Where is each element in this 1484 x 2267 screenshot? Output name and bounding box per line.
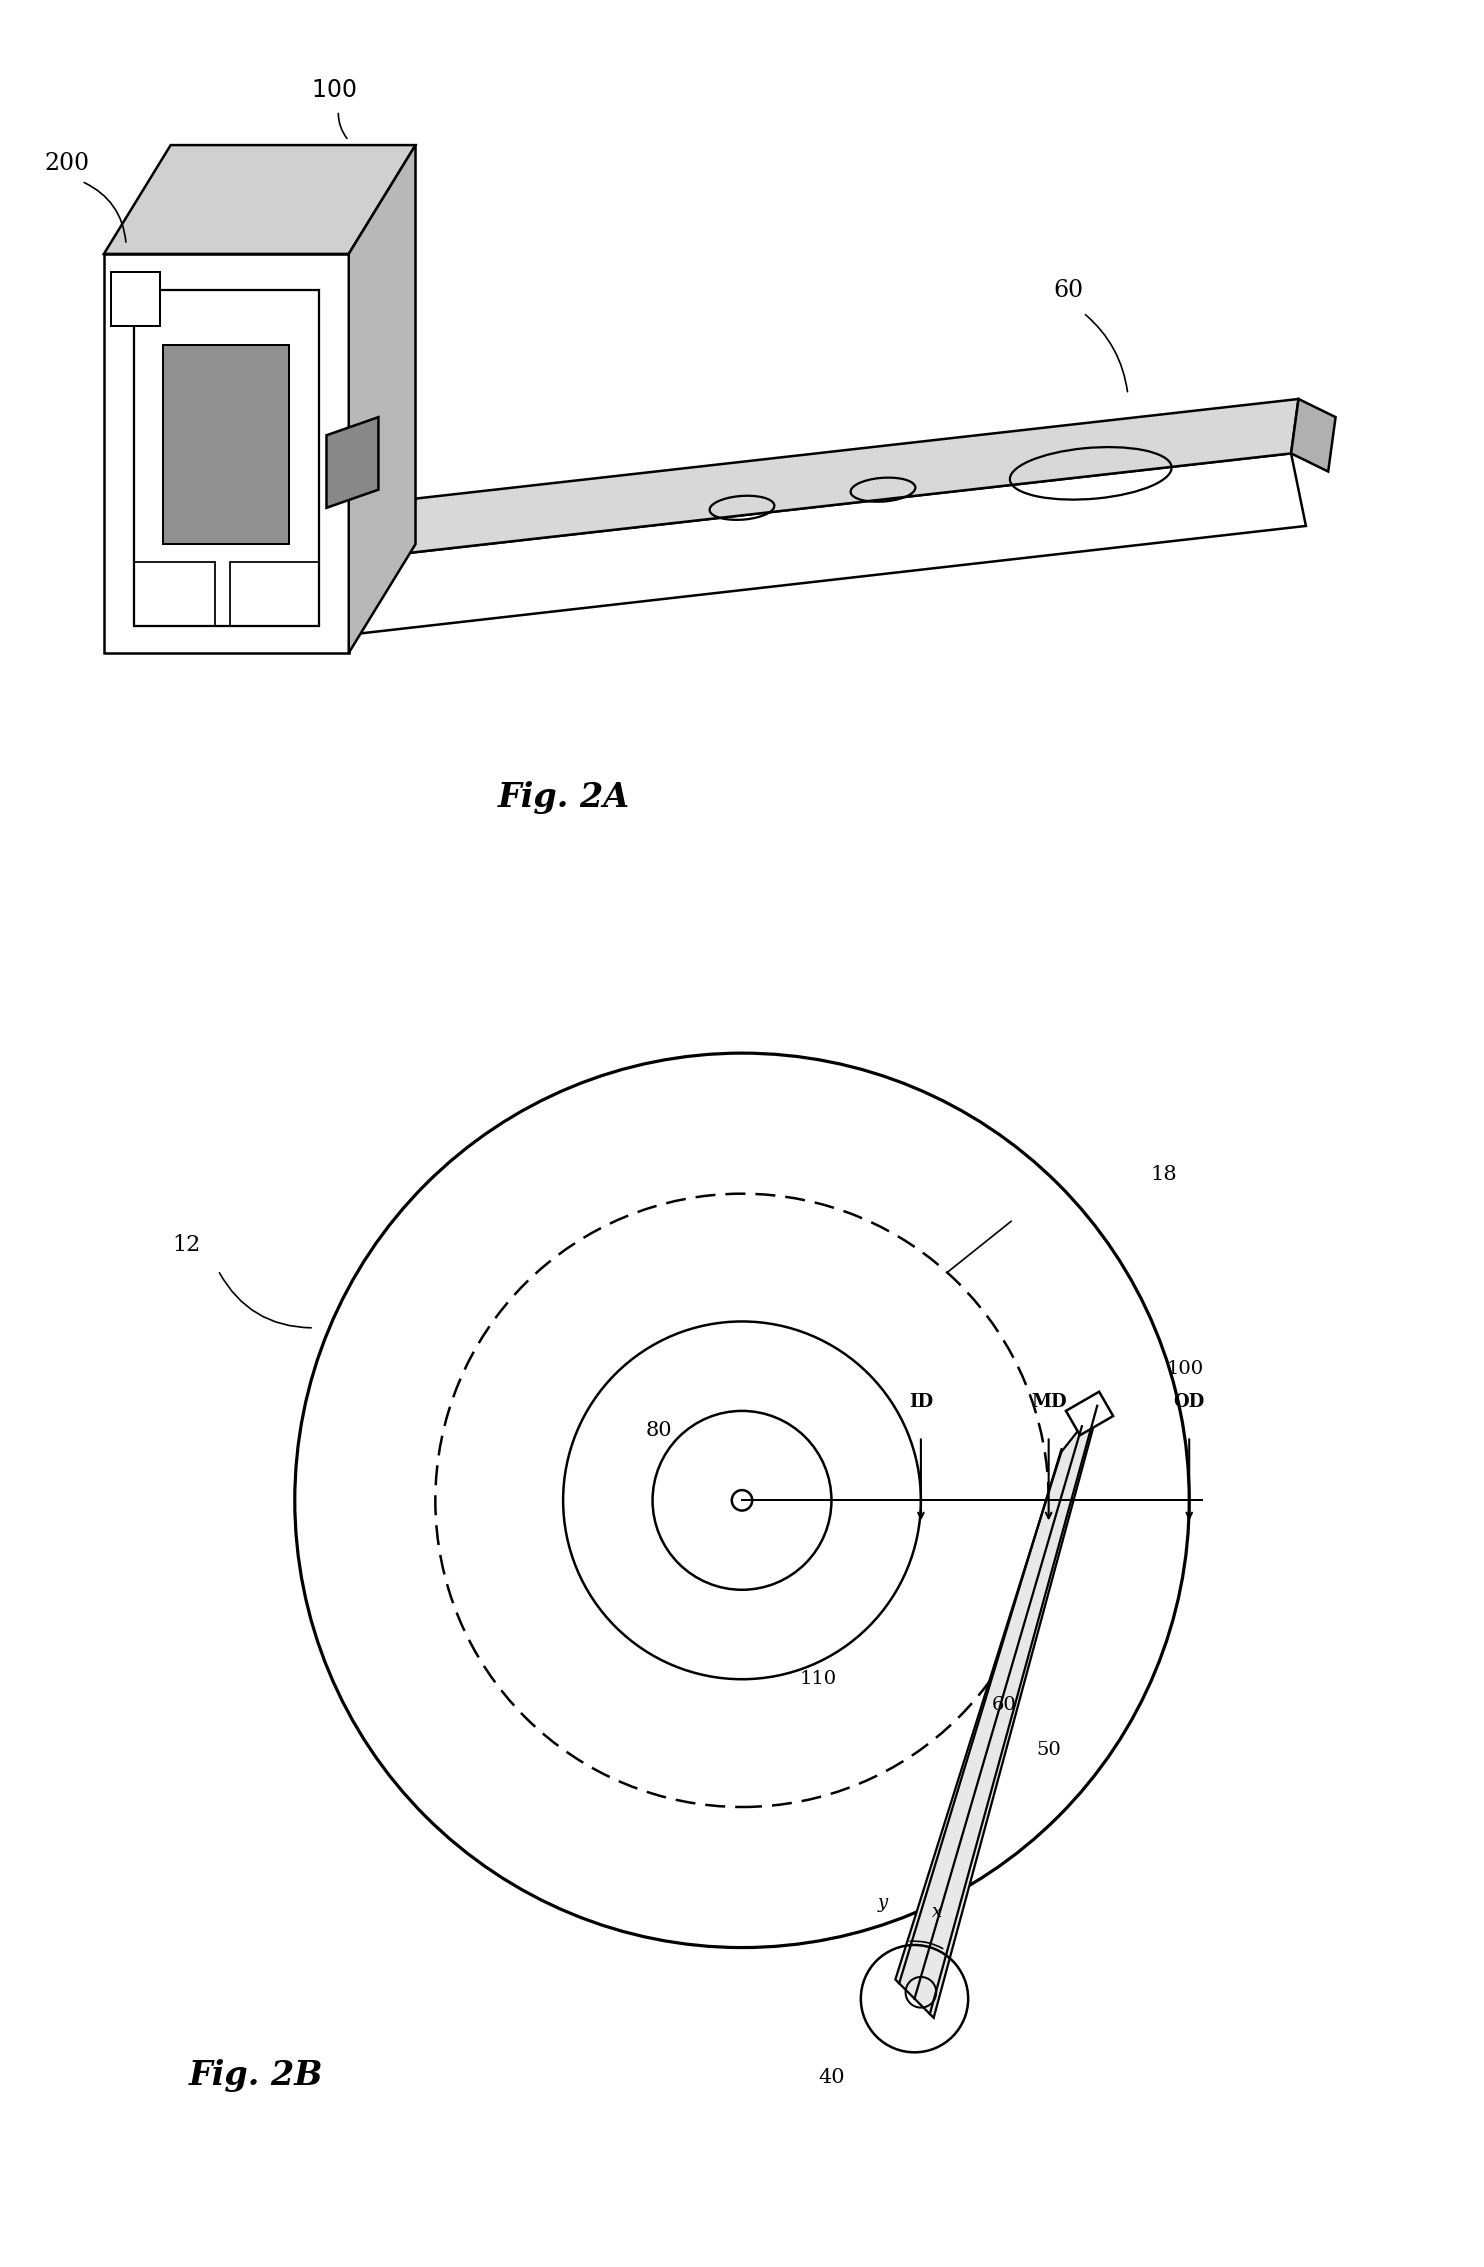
Text: MD: MD [1031,1392,1067,1410]
Polygon shape [104,145,416,254]
Polygon shape [1291,399,1336,472]
Text: 50: 50 [1036,1741,1061,1759]
Text: Fig. 2A: Fig. 2A [497,782,631,814]
Polygon shape [349,145,416,653]
Polygon shape [111,272,160,326]
Text: 200: 200 [45,152,89,175]
Text: OD: OD [1174,1392,1205,1410]
Text: 40: 40 [818,2068,844,2088]
Text: 60: 60 [1054,279,1083,302]
Polygon shape [163,345,289,544]
Polygon shape [895,1403,1100,2018]
Text: ID: ID [908,1392,933,1410]
Polygon shape [104,254,349,653]
Text: 80: 80 [646,1421,672,1440]
Text: 60: 60 [991,1696,1017,1714]
Text: 110: 110 [800,1671,837,1689]
Polygon shape [326,399,1298,562]
Text: Fig. 2B: Fig. 2B [188,2058,324,2092]
Text: $\mathregular{\mathsf{100}}$: $\mathregular{\mathsf{100}}$ [312,79,356,102]
Text: 18: 18 [1150,1165,1177,1183]
Text: 12: 12 [172,1233,200,1256]
Polygon shape [326,417,378,508]
Text: 100: 100 [1166,1360,1204,1378]
Text: y: y [877,1893,887,1911]
Text: x: x [932,1902,942,1920]
Polygon shape [326,453,1306,635]
Polygon shape [1066,1392,1113,1435]
